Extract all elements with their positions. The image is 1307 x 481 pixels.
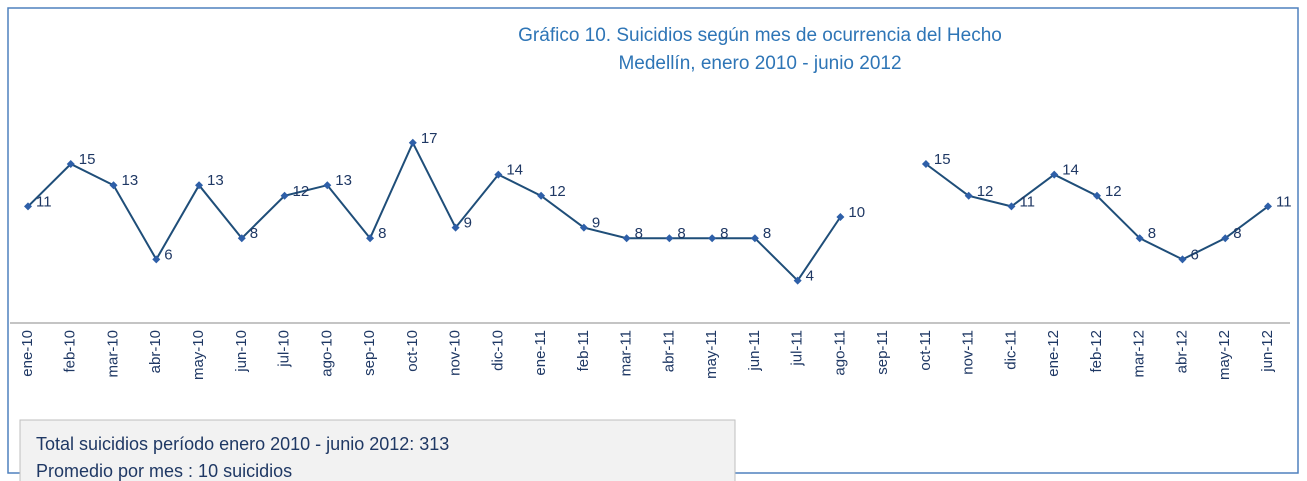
data-label: 6 xyxy=(1190,246,1198,263)
data-label: 9 xyxy=(464,215,472,232)
data-point xyxy=(793,276,802,285)
chart-title: Gráfico 10. Suicidios según mes de ocurr… xyxy=(518,25,1002,46)
data-point xyxy=(964,191,973,200)
data-point xyxy=(66,160,75,168)
x-tick-label: feb-12 xyxy=(1088,330,1105,373)
x-tick-label: sep-10 xyxy=(361,330,378,376)
data-label: 8 xyxy=(720,225,728,242)
x-tick-label: ago-11 xyxy=(831,330,848,376)
x-tick-label: abr-10 xyxy=(147,330,164,373)
data-point xyxy=(1135,234,1144,243)
data-point xyxy=(280,191,289,200)
data-label: 15 xyxy=(79,151,96,168)
x-tick-label: oct-10 xyxy=(404,330,421,372)
data-point xyxy=(237,234,246,243)
data-point xyxy=(622,234,631,243)
note-box xyxy=(19,419,736,481)
data-label: 13 xyxy=(335,172,352,189)
data-label: 12 xyxy=(293,183,310,200)
data-point xyxy=(665,234,674,243)
data-point xyxy=(109,181,118,190)
data-point xyxy=(323,181,332,190)
data-point xyxy=(1178,255,1187,264)
data-line xyxy=(27,140,842,283)
data-label: 14 xyxy=(506,162,523,179)
data-label: 8 xyxy=(378,225,386,242)
data-label: 17 xyxy=(421,130,438,147)
chart-subtitle: Medellín, enero 2010 - junio 2012 xyxy=(618,53,901,74)
data-point xyxy=(366,234,375,243)
data-label: 12 xyxy=(977,183,994,200)
data-label: 8 xyxy=(250,225,258,242)
data-label: 8 xyxy=(677,225,685,242)
x-tick-label: jul-10 xyxy=(276,330,293,368)
data-point xyxy=(921,160,930,168)
data-point xyxy=(579,223,588,232)
data-label: 4 xyxy=(806,268,814,285)
data-label: 13 xyxy=(207,172,224,189)
data-point xyxy=(1007,202,1016,211)
x-tick-label: may-12 xyxy=(1216,330,1233,380)
data-label: 15 xyxy=(934,151,951,168)
data-point xyxy=(24,202,32,211)
x-tick-label: jun-12 xyxy=(1259,330,1276,373)
data-label: 12 xyxy=(1105,183,1122,200)
data-label: 11 xyxy=(1276,193,1292,210)
data-point xyxy=(1264,202,1272,211)
data-label: 12 xyxy=(549,183,566,200)
data-point xyxy=(408,138,417,147)
x-tick-label: dic-11 xyxy=(1002,330,1019,370)
data-point xyxy=(451,223,460,232)
x-tick-label: nov-11 xyxy=(960,330,977,375)
x-tick-label: mar-12 xyxy=(1131,330,1148,378)
data-label: 14 xyxy=(1062,162,1079,179)
data-label: 6 xyxy=(164,246,172,263)
x-tick-label: jun-10 xyxy=(233,330,250,373)
data-point xyxy=(750,234,759,243)
data-label: 8 xyxy=(763,225,771,242)
data-point xyxy=(708,234,717,243)
x-tick-label: may-10 xyxy=(190,330,207,380)
data-point xyxy=(1092,191,1101,200)
chart-frame xyxy=(7,7,1299,474)
x-tick-label: dic-10 xyxy=(489,330,506,371)
x-tick-label: ago-10 xyxy=(318,330,335,377)
x-tick-label: feb-11 xyxy=(575,330,592,371)
x-tick-label: abr-11 xyxy=(660,330,677,372)
data-label: 11 xyxy=(36,193,52,210)
x-tick-label: sep-11 xyxy=(874,330,891,375)
x-tick-label: mar-10 xyxy=(104,330,121,378)
data-point xyxy=(195,181,204,190)
data-label: 9 xyxy=(592,215,600,232)
data-label: 8 xyxy=(635,225,643,242)
x-tick-label: may-11 xyxy=(703,330,720,379)
x-tick-label: ene-12 xyxy=(1045,330,1062,377)
x-tick-label: ene-11 xyxy=(532,330,549,376)
x-tick-label: feb-10 xyxy=(62,330,79,373)
data-label: 8 xyxy=(1148,225,1156,242)
data-label: 13 xyxy=(122,172,139,189)
x-tick-label: nov-10 xyxy=(447,330,464,376)
note-text: Total suicidios período enero 2010 - jun… xyxy=(36,434,449,454)
x-tick-label: ene-10 xyxy=(19,330,36,377)
note-text: Promedio por mes : 10 suicidios xyxy=(36,461,292,481)
x-tick-label: abr-12 xyxy=(1173,330,1190,373)
x-tick-label: oct-11 xyxy=(917,330,934,371)
x-tick-label: mar-11 xyxy=(618,330,635,376)
data-point xyxy=(836,213,845,221)
data-label: 11 xyxy=(1019,193,1035,210)
x-tick-label: jun-11 xyxy=(746,330,763,372)
data-point xyxy=(152,255,161,264)
data-point xyxy=(1221,234,1230,243)
data-point xyxy=(1050,170,1059,179)
data-label: 10 xyxy=(848,204,865,221)
x-tick-label: jul-11 xyxy=(789,330,806,367)
data-point xyxy=(537,191,546,200)
data-label: 8 xyxy=(1233,225,1241,242)
data-point xyxy=(494,170,503,179)
